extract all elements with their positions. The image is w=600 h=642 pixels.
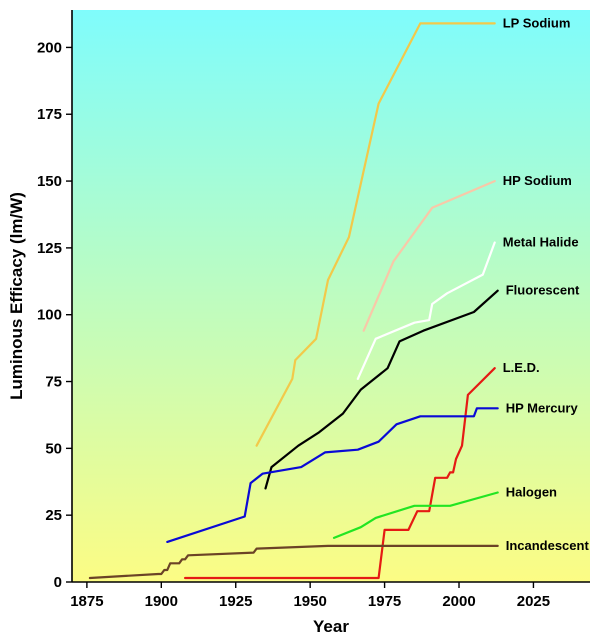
x-tick-label: 1925 [219,593,252,610]
y-tick-label: 50 [45,440,62,457]
x-tick-label: 1975 [368,593,401,610]
series-label-halogen: Halogen [506,484,557,499]
series-line-l-e-d [184,367,496,580]
x-tick-label: 1950 [293,593,326,610]
y-tick-label: 0 [54,574,62,591]
series-label-l-e-d: L.E.D. [503,360,540,375]
series-label-hp-sodium: HP Sodium [503,173,572,188]
y-tick-label: 175 [37,106,62,123]
x-tick-label: 1875 [70,593,103,610]
series-label-hp-mercury: HP Mercury [506,400,579,415]
y-tick-label: 75 [45,374,62,391]
series-line-metal-halide [356,241,496,380]
series-label-incandescent: Incandescent [506,538,590,553]
series-label-metal-halide: Metal Halide [503,235,579,250]
y-tick-label: 200 [37,39,62,56]
x-tick-label: 2025 [517,593,550,610]
series-line-halogen [332,491,499,539]
x-tick-label: 2000 [442,593,475,610]
series-label-layer: LP Sodium HP Sodium Metal Halide Fluorescen… [503,15,590,553]
y-tick-label: 25 [45,507,62,524]
series-line-incandescent [88,544,499,580]
series-line-hp-sodium [362,180,496,332]
series-label-fluorescent: Fluorescent [506,283,580,298]
x-axis-title: Year [313,617,349,636]
series-line-hp-mercury [166,407,499,543]
y-axis-title: Luminous Efficacy (lm/W) [7,192,26,400]
y-tick-label: 100 [37,307,62,324]
plot-area [72,10,590,582]
series-label-lp-sodium: LP Sodium [503,15,571,30]
x-tick-label: 1900 [145,593,178,610]
axes: 1875 1900 1925 1950 1975 2000 2025 0 25 50 75 100 12… [37,10,590,610]
series-layer [88,22,499,580]
series-line-lp-sodium [255,22,496,447]
y-tick-label: 150 [37,173,62,190]
series-line-fluorescent [264,289,499,490]
y-tick-label: 125 [37,240,62,257]
